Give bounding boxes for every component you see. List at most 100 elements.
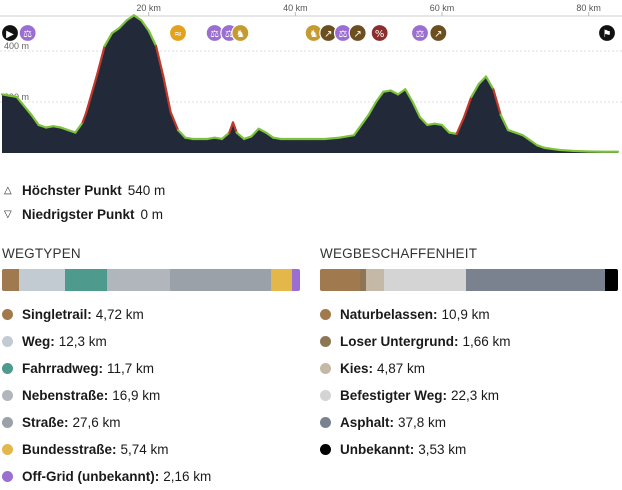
bar-segment[interactable] [292,269,300,291]
legend-item[interactable]: Befestigter Weg: 22,3 km [320,382,618,409]
legend-value: 22,3 km [451,388,499,403]
elevation-stats: △ Höchster Punkt 540 m ▽ Niedrigster Pun… [4,178,165,226]
bar-segment[interactable] [366,269,384,291]
legend-dot-icon [320,336,331,347]
legend-item[interactable]: Fahrradweg:11,7 km [2,355,300,382]
legend-item[interactable]: Weg:12,3 km [2,328,300,355]
bar-segment[interactable] [170,269,271,291]
stairs-icon[interactable]: ↗ [349,25,366,42]
legend-item[interactable]: Nebenstraße: 16,9 km [2,382,300,409]
bike-rules-icon[interactable]: ⚖ [19,25,36,42]
elevation-line-segment [449,133,456,134]
start-flag-icon[interactable]: ▶ [2,25,19,42]
svg-text:↗: ↗ [434,29,442,40]
legend-label: Unbekannt: [340,442,414,457]
legend-dot-icon [320,417,331,428]
legend-item[interactable]: Off-Grid (unbekannt): 2,16 km [2,463,300,490]
legend-value: 4,72 km [96,307,144,322]
svg-text:▶: ▶ [6,29,14,40]
legend-value: 10,9 km [442,307,490,322]
legend-label: Naturbelassen: [340,307,438,322]
legend-item[interactable]: Loser Untergrund: 1,66 km [320,328,618,355]
legend-value: 37,8 km [398,415,446,430]
elevation-line-segment [325,138,340,139]
legend-label: Loser Untergrund: [340,334,459,349]
bike-rules-icon[interactable]: ⚖ [412,25,429,42]
water-icon[interactable]: ≈ [170,25,187,42]
legend-item[interactable]: Singletrail: 4,72 km [2,301,300,328]
elevation-line-segment [53,126,60,127]
elevation-line-segment [427,124,434,125]
legend-value: 12,3 km [59,334,107,349]
svg-text:≈: ≈ [174,29,182,40]
bar-segment[interactable] [2,269,19,291]
steep-icon[interactable]: % [371,25,388,42]
elevation-line-segment [435,124,442,125]
bar-segment[interactable] [271,269,292,291]
legend-value: 2,16 km [163,469,211,484]
legend-dot-icon [2,390,13,401]
legend-dot-icon [2,471,13,482]
svg-text:⚖: ⚖ [23,29,32,40]
km-tick-label: 80 km [576,3,601,13]
wegtypen-bar[interactable] [2,269,300,291]
wegbeschaffenheit-bar[interactable] [320,269,618,291]
elevation-line-segment [273,138,280,139]
triangle-down-icon: ▽ [4,209,18,220]
legend-item[interactable]: Straße:27,6 km [2,409,300,436]
svg-text:♞: ♞ [309,29,318,40]
legend-label: Straße: [22,415,69,430]
legend-item[interactable]: Kies:4,87 km [320,355,618,382]
triangle-up-icon: △ [4,185,18,196]
bar-segment[interactable] [19,269,64,291]
legend-dot-icon [320,390,331,401]
legend-dot-icon [2,444,13,455]
legend-label: Nebenstraße: [22,388,108,403]
svg-text:↗: ↗ [324,29,332,40]
legend-label: Befestigter Weg: [340,388,447,403]
elevation-tick-label: 400 m [4,41,29,51]
svg-text:↗: ↗ [353,29,361,40]
svg-text:⚑: ⚑ [603,29,612,40]
legend-value: 5,74 km [121,442,169,457]
finish-flag-icon[interactable]: ⚑ [599,25,616,42]
lowest-point-label: Niedrigster Punkt [22,207,135,222]
elevation-line-segment [46,126,53,127]
svg-text:♞: ♞ [236,29,245,40]
legend-value: 1,66 km [463,334,511,349]
elevation-line-segment [574,151,589,152]
legend-label: Singletrail: [22,307,92,322]
highest-point-value: 540 m [128,183,166,198]
highest-point-row: △ Höchster Punkt 540 m [4,178,165,202]
legend-dot-icon [2,309,13,320]
elevation-line-segment [9,96,16,97]
bike-push-icon[interactable]: ♞ [232,25,249,42]
legend-dot-icon [320,363,331,374]
lowest-point-value: 0 m [141,207,164,222]
bar-segment[interactable] [605,269,618,291]
legend-dot-icon [2,336,13,347]
legend-label: Bundesstraße: [22,442,117,457]
legend-dot-icon [320,444,331,455]
svg-text:⚖: ⚖ [339,29,348,40]
elevation-line-segment [185,138,192,139]
legend-value: 3,53 km [418,442,466,457]
elevation-line-segment [207,138,214,139]
bar-segment[interactable] [384,269,466,291]
legend-item[interactable]: Naturbelassen: 10,9 km [320,301,618,328]
km-tick-label: 60 km [430,3,455,13]
bar-segment[interactable] [320,269,360,291]
bar-segment[interactable] [466,269,605,291]
bar-segment[interactable] [107,269,169,291]
legend-label: Off-Grid (unbekannt): [22,469,159,484]
legend-item[interactable]: Bundesstraße: 5,74 km [2,436,300,463]
wegtypen-title: WEGTYPEN [2,246,300,261]
legend-item[interactable]: Asphalt:37,8 km [320,409,618,436]
stairs-icon[interactable]: ↗ [430,25,447,42]
legend-item[interactable]: Unbekannt: 3,53 km [320,436,618,463]
legend-value: 16,9 km [112,388,160,403]
bar-segment[interactable] [65,269,108,291]
